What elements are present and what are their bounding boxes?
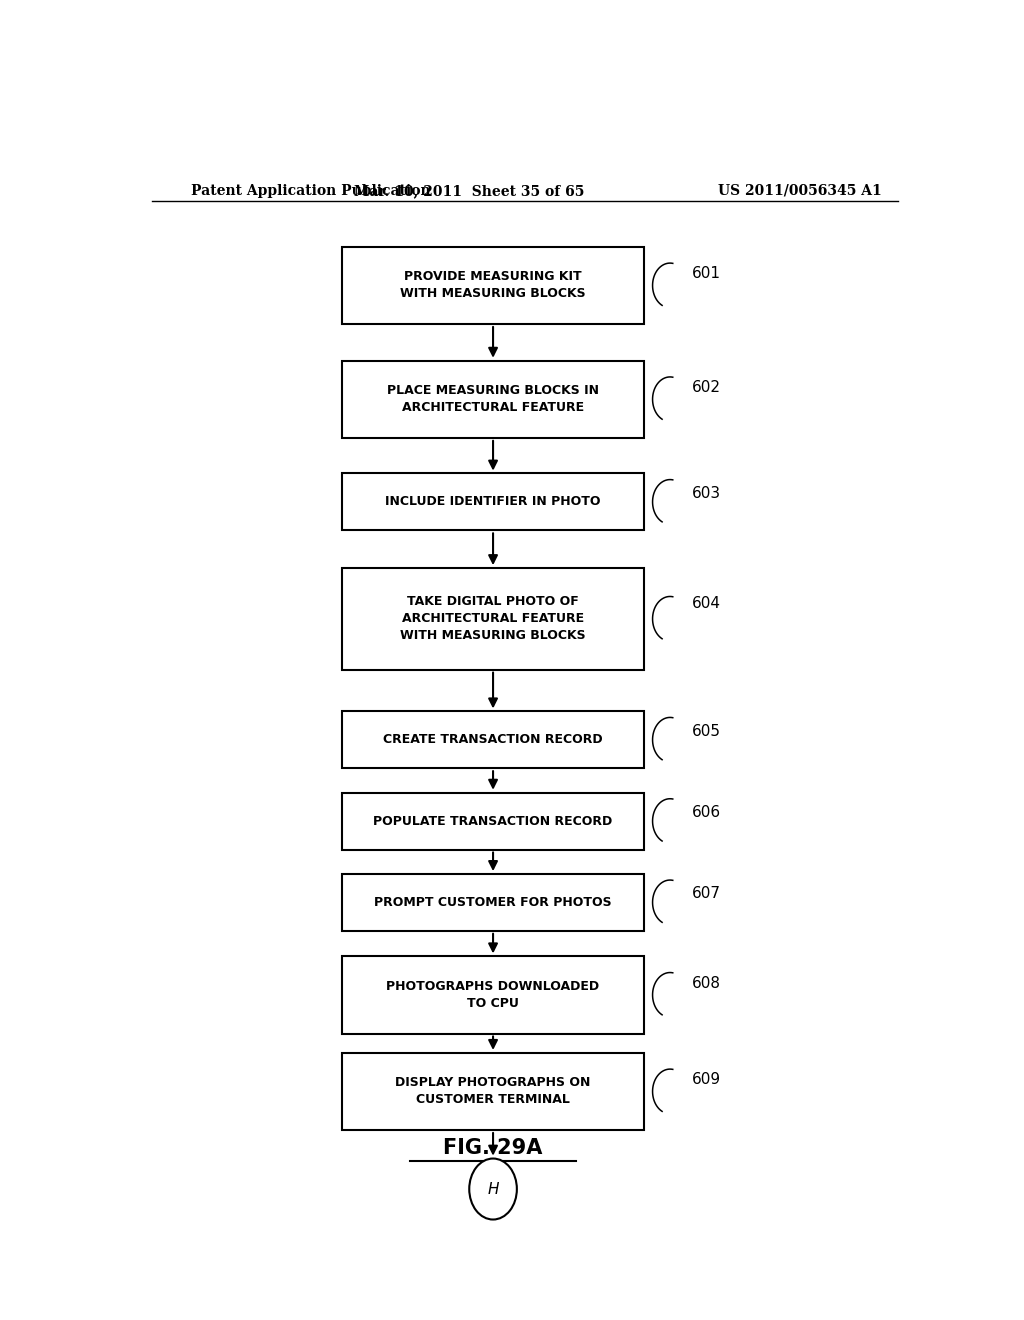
FancyBboxPatch shape: [342, 711, 644, 768]
FancyBboxPatch shape: [342, 874, 644, 931]
FancyBboxPatch shape: [342, 474, 644, 531]
Text: INCLUDE IDENTIFIER IN PHOTO: INCLUDE IDENTIFIER IN PHOTO: [385, 495, 601, 508]
Text: PROVIDE MEASURING KIT
WITH MEASURING BLOCKS: PROVIDE MEASURING KIT WITH MEASURING BLO…: [400, 271, 586, 301]
FancyBboxPatch shape: [342, 792, 644, 850]
FancyBboxPatch shape: [342, 247, 644, 325]
FancyBboxPatch shape: [342, 956, 644, 1034]
Text: 604: 604: [691, 597, 721, 611]
Text: 609: 609: [691, 1072, 721, 1088]
Text: 607: 607: [691, 886, 721, 902]
Text: 603: 603: [691, 486, 721, 500]
Text: DISPLAY PHOTOGRAPHS ON
CUSTOMER TERMINAL: DISPLAY PHOTOGRAPHS ON CUSTOMER TERMINAL: [395, 1076, 591, 1106]
Text: CREATE TRANSACTION RECORD: CREATE TRANSACTION RECORD: [383, 734, 603, 746]
Text: 605: 605: [691, 723, 721, 739]
FancyBboxPatch shape: [342, 568, 644, 669]
Text: PROMPT CUSTOMER FOR PHOTOS: PROMPT CUSTOMER FOR PHOTOS: [374, 896, 612, 909]
Text: POPULATE TRANSACTION RECORD: POPULATE TRANSACTION RECORD: [374, 814, 612, 828]
FancyBboxPatch shape: [342, 360, 644, 438]
Text: Mar. 10, 2011  Sheet 35 of 65: Mar. 10, 2011 Sheet 35 of 65: [354, 183, 585, 198]
Text: PHOTOGRAPHS DOWNLOADED
TO CPU: PHOTOGRAPHS DOWNLOADED TO CPU: [386, 979, 600, 1010]
Text: 601: 601: [691, 267, 721, 281]
Text: 606: 606: [691, 805, 721, 820]
FancyBboxPatch shape: [342, 1053, 644, 1130]
Text: PLACE MEASURING BLOCKS IN
ARCHITECTURAL FEATURE: PLACE MEASURING BLOCKS IN ARCHITECTURAL …: [387, 384, 599, 414]
Text: TAKE DIGITAL PHOTO OF
ARCHITECTURAL FEATURE
WITH MEASURING BLOCKS: TAKE DIGITAL PHOTO OF ARCHITECTURAL FEAT…: [400, 595, 586, 643]
Text: Patent Application Publication: Patent Application Publication: [191, 183, 431, 198]
Text: 602: 602: [691, 380, 721, 395]
Text: 608: 608: [691, 975, 721, 991]
Text: US 2011/0056345 A1: US 2011/0056345 A1: [718, 183, 882, 198]
Text: H: H: [487, 1181, 499, 1196]
Text: FIG. 29A: FIG. 29A: [443, 1138, 543, 1159]
Circle shape: [469, 1159, 517, 1220]
